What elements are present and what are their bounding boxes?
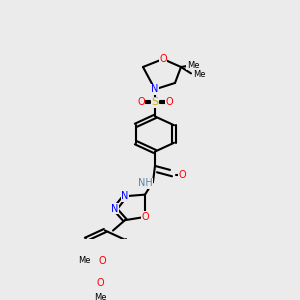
Text: O: O: [159, 54, 167, 64]
Text: O: O: [165, 97, 173, 107]
Text: O: O: [141, 212, 149, 222]
Text: N: N: [121, 191, 129, 201]
Text: Me: Me: [78, 256, 90, 265]
Text: NH: NH: [138, 178, 152, 188]
Text: S: S: [152, 97, 159, 107]
Text: O: O: [98, 256, 106, 266]
Text: O: O: [178, 170, 186, 180]
Text: O: O: [96, 278, 104, 288]
Text: O: O: [137, 97, 145, 107]
Text: Me: Me: [193, 70, 205, 80]
Text: Me: Me: [94, 293, 106, 300]
Text: N: N: [111, 204, 119, 214]
Text: Me: Me: [187, 61, 199, 70]
Text: N: N: [151, 84, 159, 94]
